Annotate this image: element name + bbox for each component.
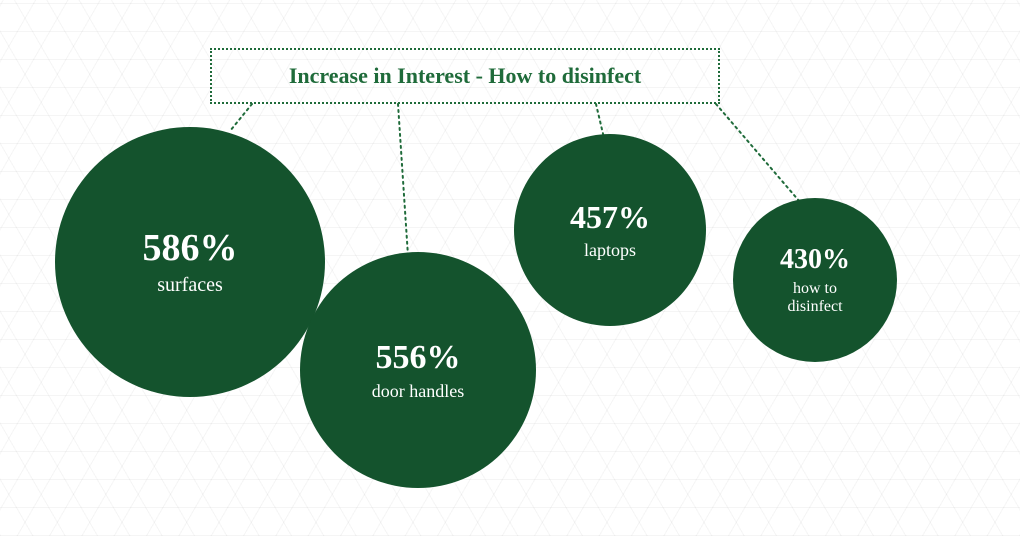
bubble-label: how to disinfect <box>787 280 842 317</box>
bubble-pct: 430% <box>780 244 850 276</box>
bubble-door-handles: 556% door handles <box>300 252 536 488</box>
bubble-pct: 457% <box>570 199 650 236</box>
bubble-pct: 556% <box>376 338 461 377</box>
bubble-surfaces: 586% surfaces <box>55 127 325 397</box>
bubble-label: door handles <box>372 381 464 402</box>
bubble-label: surfaces <box>157 274 223 297</box>
bubble-pct: 586% <box>143 227 238 271</box>
bubble-disinfect: 430% how to disinfect <box>733 198 897 362</box>
chart-title-box: Increase in Interest - How to disinfect <box>210 48 720 104</box>
bubble-laptops: 457% laptops <box>514 134 706 326</box>
chart-title-text: Increase in Interest - How to disinfect <box>289 63 641 89</box>
bubble-label: laptops <box>584 240 636 261</box>
